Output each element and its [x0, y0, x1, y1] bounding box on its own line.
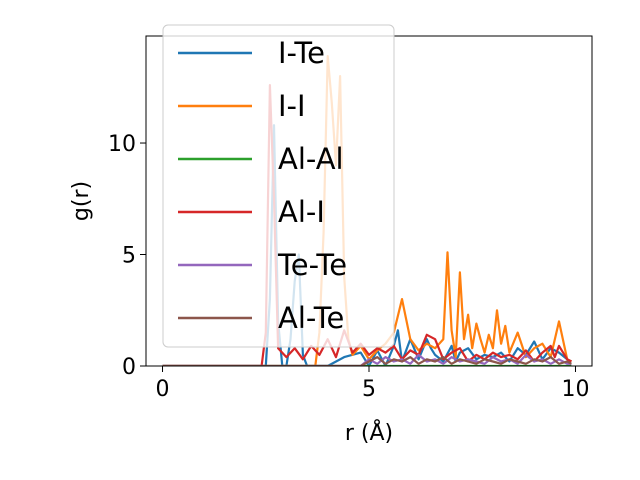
ticks-layer: 0 5 10 0 5 10 [108, 132, 589, 402]
legend-label-al-i: Al-I [278, 195, 325, 229]
legend-label-i-te: I-Te [278, 36, 325, 70]
x-tick-label: 10 [561, 377, 589, 402]
x-tick-label: 5 [362, 377, 376, 402]
legend: I-Te I-I Al-Al Al-I Te-Te Al-Te [162, 24, 395, 348]
x-tick-label: 0 [156, 377, 170, 402]
legend-box [162, 24, 395, 348]
x-axis-label: r (Å) [345, 419, 393, 446]
legend-label-al-te: Al-Te [278, 301, 344, 335]
y-tick-label: 0 [122, 355, 136, 380]
y-axis-label: g(r) [69, 181, 94, 221]
legend-label-i-i: I-I [278, 89, 306, 123]
y-tick-label: 10 [108, 132, 136, 157]
legend-label-te-te: Te-Te [277, 248, 347, 282]
series-line-al-te [162, 356, 572, 366]
legend-label-al-al: Al-Al [278, 142, 344, 176]
series-line-al-i [162, 83, 572, 366]
y-tick-label: 5 [122, 244, 136, 269]
